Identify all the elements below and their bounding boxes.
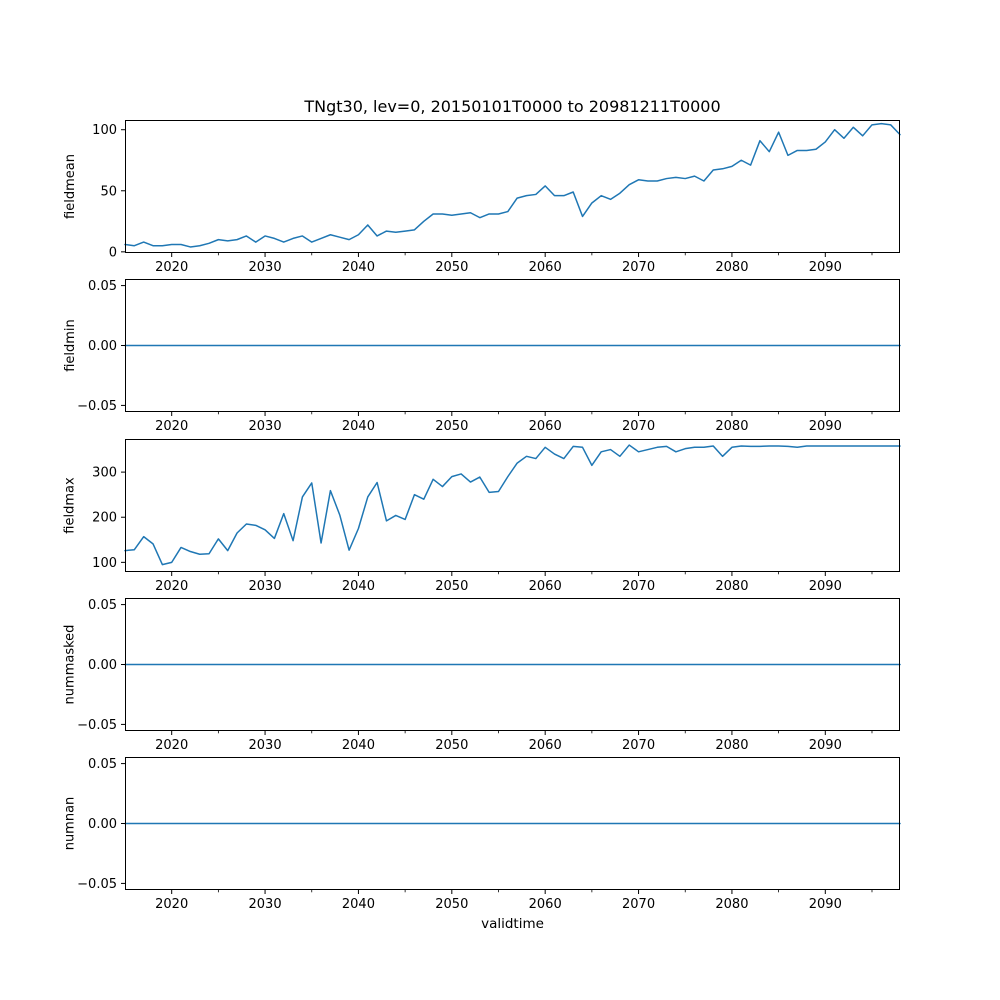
subplot-fieldmin: 2020 2030 2040 2050 2060 2070 2080 2090 −0.05 0.0… xyxy=(77,279,901,434)
x-tick-label: 2070 xyxy=(622,897,655,912)
ylabel-fieldmax: fieldmax xyxy=(0,439,140,572)
x-tick-label: 2070 xyxy=(622,738,655,753)
subplot-fieldmax: 2020 2030 2040 2050 2060 2070 2080 2090 100 200 30… xyxy=(92,439,901,594)
ylabel-fieldmin: fieldmin xyxy=(0,279,140,412)
x-tick-label: 2030 xyxy=(249,579,282,594)
ylabel-nummasked: nummasked xyxy=(0,598,140,731)
x-tick-label: 2040 xyxy=(342,260,375,275)
axes-frame xyxy=(125,439,900,572)
x-tick-label: 2050 xyxy=(435,738,468,753)
ylabel-numnan: numnan xyxy=(0,757,140,890)
x-tick-label: 2070 xyxy=(622,419,655,434)
x-tick-label: 2060 xyxy=(529,579,562,594)
y-tick-label: 100 xyxy=(92,123,117,138)
y-tick-label: 0.05 xyxy=(88,279,117,294)
ylabel-nummasked-text: nummasked xyxy=(62,624,78,705)
axes-frame xyxy=(125,757,900,890)
x-tick-label: 2050 xyxy=(435,419,468,434)
fieldmin-plot: 2020 2030 2040 2050 2060 2070 2080 2090 −0.05 0.0… xyxy=(77,279,901,434)
x-tick-label: 2080 xyxy=(715,260,748,275)
x-tick-label: 2080 xyxy=(715,579,748,594)
x-tick-label: 2020 xyxy=(155,897,188,912)
y-tick-label: 0.05 xyxy=(88,598,117,613)
ylabel-fieldmean: fieldmean xyxy=(0,120,140,253)
x-axis-label: validtime xyxy=(481,916,544,932)
y-tick-label: 50 xyxy=(100,184,117,199)
y-tick-label: 0.00 xyxy=(88,817,117,832)
x-tick-label: 2070 xyxy=(622,579,655,594)
y-tick-label: 100 xyxy=(92,556,117,571)
x-tick-label: 2080 xyxy=(715,897,748,912)
x-tick-label: 2020 xyxy=(155,579,188,594)
y-tick-label: −0.05 xyxy=(77,399,117,414)
series-line xyxy=(124,122,901,248)
ylabel-numnan-text: numnan xyxy=(62,796,78,851)
x-tick-label: 2090 xyxy=(809,260,842,275)
x-tick-label: 2030 xyxy=(249,419,282,434)
subplot-numnan: 2020 2030 2040 2050 2060 2070 2080 2090 −0.05 0.0… xyxy=(77,757,901,912)
y-tick-label: 0.00 xyxy=(88,339,117,354)
subplot-nummasked: 2020 2030 2040 2050 2060 2070 2080 2090 −0.05 0.0… xyxy=(77,598,901,753)
x-tick-label: 2060 xyxy=(529,897,562,912)
y-tick-label: 0.00 xyxy=(88,658,117,673)
x-tick-label: 2050 xyxy=(435,897,468,912)
x-tick-label: 2040 xyxy=(342,897,375,912)
y-tick-label: −0.05 xyxy=(77,877,117,892)
ylabel-fieldmean-text: fieldmean xyxy=(62,154,78,219)
series-line xyxy=(124,444,901,566)
x-tick-label: 2040 xyxy=(342,579,375,594)
x-tick-label: 2090 xyxy=(809,419,842,434)
x-tick-label: 2060 xyxy=(529,419,562,434)
x-tick-label: 2090 xyxy=(809,579,842,594)
ylabel-fieldmin-text: fieldmin xyxy=(62,319,78,372)
figure-title: TNgt30, lev=0, 20150101T0000 to 20981211… xyxy=(304,97,721,116)
x-tick-label: 2020 xyxy=(155,419,188,434)
y-tick-label: 0 xyxy=(109,245,117,260)
numnan-plot: 2020 2030 2040 2050 2060 2070 2080 2090 −0.05 0.0… xyxy=(77,757,901,912)
subplot-fieldmean: 2020 2030 2040 2050 2060 2070 2080 2090 0 50 100 xyxy=(92,120,901,275)
fieldmax-plot: 2020 2030 2040 2050 2060 2070 2080 2090 100 200 30… xyxy=(92,439,901,594)
x-tick-label: 2060 xyxy=(529,738,562,753)
y-tick-label: 300 xyxy=(92,466,117,481)
axes-frame xyxy=(125,120,900,253)
x-tick-label: 2020 xyxy=(155,260,188,275)
x-tick-label: 2030 xyxy=(249,260,282,275)
x-tick-label: 2090 xyxy=(809,897,842,912)
x-tick-label: 2040 xyxy=(342,738,375,753)
x-tick-label: 2060 xyxy=(529,260,562,275)
x-tick-label: 2030 xyxy=(249,897,282,912)
axes-frame xyxy=(125,279,900,412)
x-tick-label: 2090 xyxy=(809,738,842,753)
x-tick-label: 2020 xyxy=(155,738,188,753)
x-tick-label: 2050 xyxy=(435,260,468,275)
x-tick-label: 2080 xyxy=(715,419,748,434)
fieldmean-plot: 2020 2030 2040 2050 2060 2070 2080 2090 0 50 100 xyxy=(92,120,901,275)
y-tick-label: 0.05 xyxy=(88,757,117,772)
x-tick-label: 2080 xyxy=(715,738,748,753)
y-tick-label: 200 xyxy=(92,511,117,526)
x-tick-label: 2070 xyxy=(622,260,655,275)
nummasked-plot: 2020 2030 2040 2050 2060 2070 2080 2090 −0.05 0.0… xyxy=(77,598,901,753)
x-tick-label: 2040 xyxy=(342,419,375,434)
ylabel-fieldmax-text: fieldmax xyxy=(62,477,78,534)
axes-frame xyxy=(125,598,900,731)
x-tick-label: 2050 xyxy=(435,579,468,594)
y-tick-label: −0.05 xyxy=(77,718,117,733)
x-tick-label: 2030 xyxy=(249,738,282,753)
